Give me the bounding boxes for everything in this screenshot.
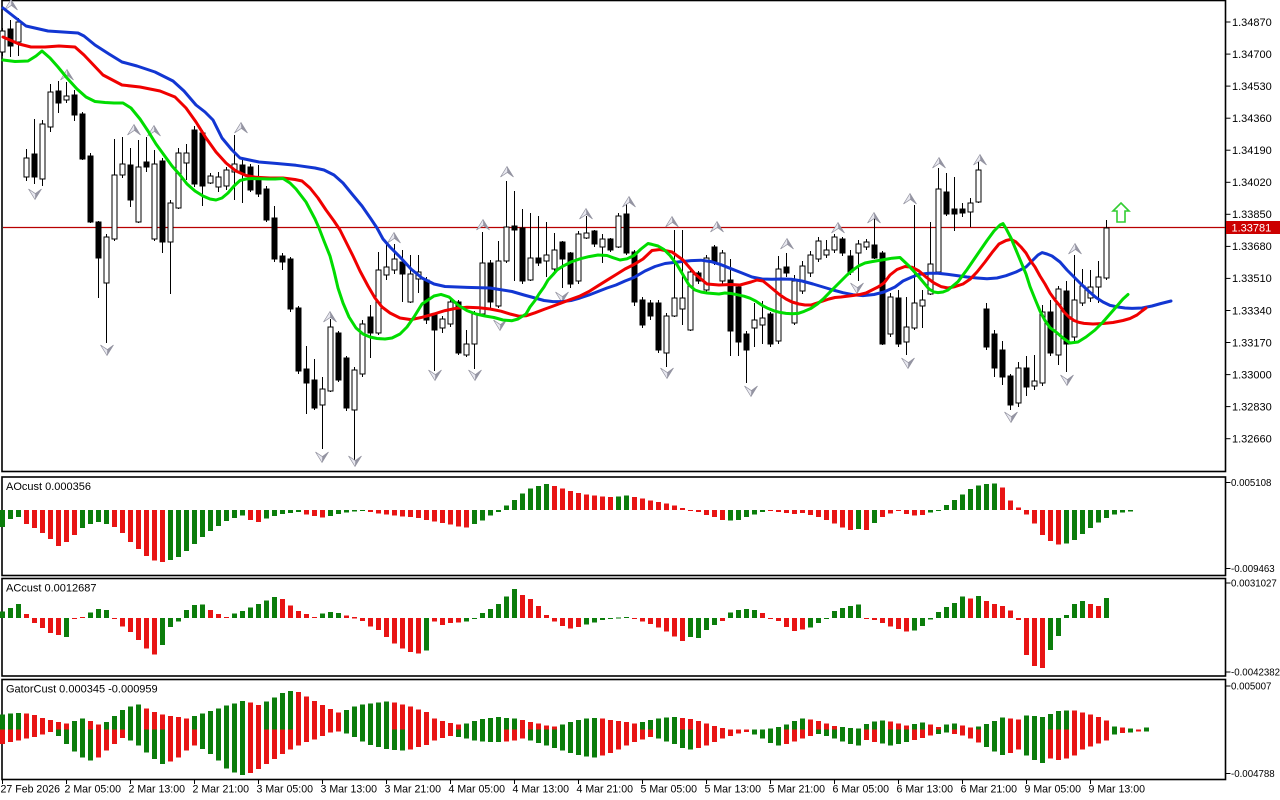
svg-text:6 Mar 13:00: 6 Mar 13:00 [897,783,954,795]
svg-text:4 Mar 21:00: 4 Mar 21:00 [577,783,634,795]
svg-text:9 Mar 05:00: 9 Mar 05:00 [1025,783,1082,795]
svg-text:1.33510: 1.33510 [1232,273,1272,285]
svg-text:1.34700: 1.34700 [1232,49,1272,61]
svg-text:0.0031027: 0.0031027 [1231,579,1277,590]
svg-text:1.34360: 1.34360 [1232,113,1272,125]
svg-text:27 Feb 2026: 27 Feb 2026 [1,783,61,795]
svg-text:1.32660: 1.32660 [1232,434,1272,446]
svg-text:GatorCust 0.000345 -0.000959: GatorCust 0.000345 -0.000959 [6,684,158,696]
svg-text:2 Mar 13:00: 2 Mar 13:00 [129,783,186,795]
svg-text:2 Mar 05:00: 2 Mar 05:00 [65,783,122,795]
svg-text:1.33850: 1.33850 [1232,209,1272,221]
svg-text:ACcust 0.0012687: ACcust 0.0012687 [6,583,97,595]
svg-text:1.33781: 1.33781 [1232,223,1272,235]
svg-text:1.33170: 1.33170 [1232,337,1272,349]
svg-text:5 Mar 21:00: 5 Mar 21:00 [769,783,826,795]
svg-text:5 Mar 05:00: 5 Mar 05:00 [641,783,698,795]
svg-text:1.33680: 1.33680 [1232,241,1272,253]
svg-text:1.34530: 1.34530 [1232,81,1272,93]
svg-text:6 Mar 21:00: 6 Mar 21:00 [961,783,1018,795]
svg-text:-0.004788: -0.004788 [1231,769,1275,780]
svg-text:9 Mar 13:00: 9 Mar 13:00 [1089,783,1146,795]
svg-text:6 Mar 05:00: 6 Mar 05:00 [833,783,890,795]
svg-text:-0.009463: -0.009463 [1231,564,1275,575]
svg-text:1.33000: 1.33000 [1232,369,1272,381]
svg-text:1.34020: 1.34020 [1232,177,1272,189]
svg-text:0.005007: 0.005007 [1231,682,1271,693]
svg-text:4 Mar 13:00: 4 Mar 13:00 [513,783,570,795]
svg-text:AOcust 0.000356: AOcust 0.000356 [6,481,91,493]
svg-text:1.34190: 1.34190 [1232,145,1272,157]
svg-text:1.33340: 1.33340 [1232,305,1272,317]
svg-text:3 Mar 21:00: 3 Mar 21:00 [385,783,442,795]
svg-text:3 Mar 05:00: 3 Mar 05:00 [257,783,314,795]
svg-text:5 Mar 13:00: 5 Mar 13:00 [705,783,762,795]
svg-text:3 Mar 13:00: 3 Mar 13:00 [321,783,378,795]
svg-text:-0.0042382: -0.0042382 [1231,668,1280,679]
svg-text:4 Mar 05:00: 4 Mar 05:00 [449,783,506,795]
svg-text:1.34870: 1.34870 [1232,17,1272,29]
svg-text:0.005108: 0.005108 [1231,478,1271,489]
svg-text:2 Mar 21:00: 2 Mar 21:00 [193,783,250,795]
svg-text:1.32830: 1.32830 [1232,401,1272,413]
